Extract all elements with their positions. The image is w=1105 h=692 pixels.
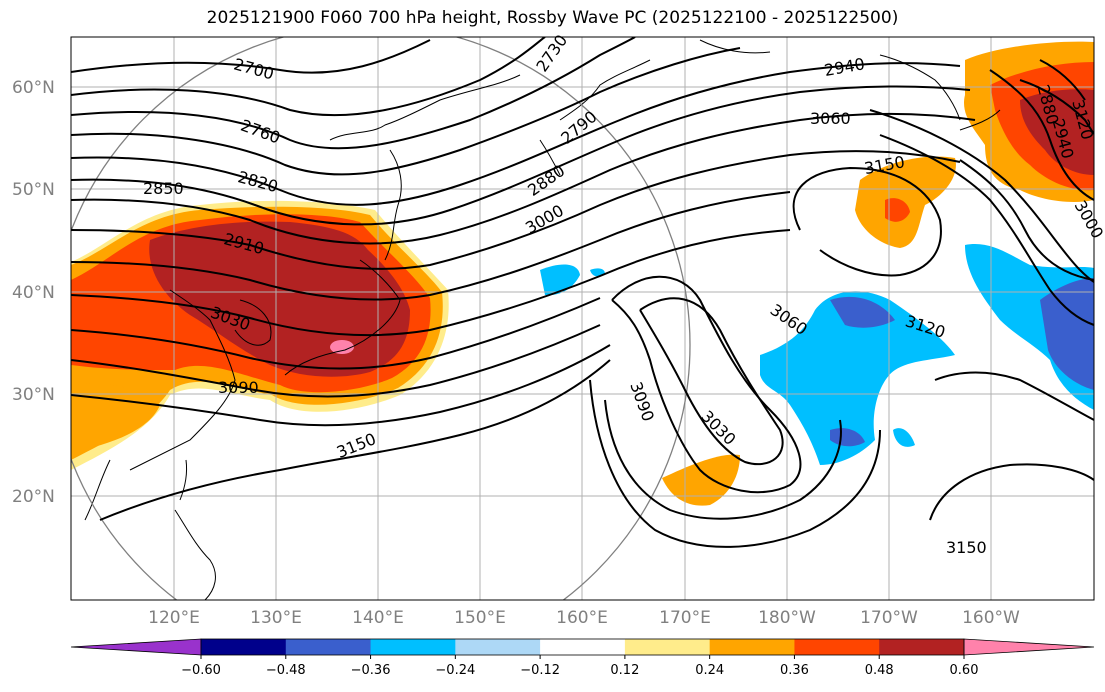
colorbar-tick-label: 0.12 (610, 663, 639, 678)
contour-label: 3150 (946, 538, 987, 557)
contour-label: 2850 (143, 179, 184, 198)
negative-anomaly-small-c (893, 428, 915, 447)
lat-label: 60°N (12, 78, 55, 98)
region-circle (71, 37, 691, 600)
positive-anomaly-west-max (330, 340, 354, 354)
colorbar-segment (370, 639, 456, 655)
contour-label: 3060 (810, 109, 851, 128)
map-frame (70, 36, 1095, 601)
lon-label: 160°E (556, 608, 608, 628)
positive-anomaly-north-central-inner (885, 198, 910, 222)
colorbar-extend-high (963, 638, 1095, 656)
colorbar-extend-low (70, 638, 202, 656)
colorbar: −0.60 −0.48 −0.36 −0.24 −0.12 0.12 0.24 0.36 0.4… (70, 638, 1095, 678)
lon-label: 120°E (148, 608, 200, 628)
lon-label: 160°W (962, 608, 1020, 628)
lon-label: 170°W (860, 608, 918, 628)
colorbar-segment (794, 639, 880, 655)
lon-label: 170°E (659, 608, 711, 628)
lon-label: 180°W (758, 608, 816, 628)
colorbar-tick-label: −0.60 (181, 663, 221, 678)
colorbar-segment (201, 639, 287, 655)
lon-label: 150°E (454, 608, 506, 628)
lon-label: 140°E (352, 608, 404, 628)
height-contours (71, 37, 1094, 548)
lat-label: 20°N (12, 487, 55, 507)
colorbar-segment (285, 639, 372, 655)
colorbar-segment (455, 639, 541, 655)
negative-anomaly-small-b (590, 268, 605, 277)
positive-anomaly-south (662, 454, 740, 506)
negative-anomaly-central-core-b (830, 428, 865, 447)
colorbar-tick-label: −0.48 (266, 663, 306, 678)
colorbar-frame (200, 638, 965, 656)
colorbar-tick-label: −0.12 (520, 663, 560, 678)
colorbar-tick-label: 0.24 (695, 663, 724, 678)
negative-anomaly-central-core (830, 296, 895, 328)
colorbar-segment (879, 639, 965, 655)
positive-anomaly-west-core (149, 221, 410, 377)
negative-anomaly-east-core (1040, 278, 1094, 390)
lat-label: 30°N (12, 385, 55, 405)
colorbar-tick-label: −0.36 (351, 663, 391, 678)
colorbar-tick-label: 0.36 (780, 663, 809, 678)
colorbar-tick-label: 0.48 (865, 663, 894, 678)
map-title: 2025121900 F060 700 hPa height, Rossby W… (206, 8, 899, 28)
negative-anomaly-central (760, 291, 955, 465)
positive-anomaly-far-west (71, 383, 160, 452)
positive-anomaly-north-central (855, 156, 956, 248)
colorbar-segment (540, 639, 626, 655)
contour-label: 3090 (218, 378, 259, 397)
latitude-labels: 60°N 50°N 40°N 30°N 20°N (12, 78, 55, 507)
colorbar-tick-label: −0.24 (435, 663, 475, 678)
lat-label: 50°N (12, 180, 55, 200)
lat-label: 40°N (12, 283, 55, 303)
colorbar-segment (709, 639, 795, 655)
lon-label: 130°E (250, 608, 302, 628)
longitude-labels: 120°E 130°E 140°E 150°E 160°E 170°E 180°… (148, 608, 1020, 628)
colorbar-segment (624, 639, 711, 655)
colorbar-tick-label: 0.60 (950, 663, 979, 678)
coastlines (84, 39, 1001, 600)
